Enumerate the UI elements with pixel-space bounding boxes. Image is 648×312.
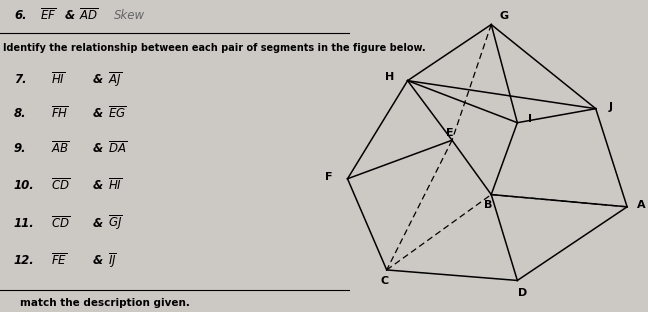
Text: &: & xyxy=(93,107,103,120)
Text: H: H xyxy=(385,72,394,82)
Text: C: C xyxy=(380,276,388,286)
Text: I: I xyxy=(528,114,533,124)
Text: A: A xyxy=(638,200,646,210)
Text: J: J xyxy=(608,102,612,112)
Text: F: F xyxy=(325,172,333,182)
Text: $\overline{\mathit{IJ}}$: $\overline{\mathit{IJ}}$ xyxy=(108,251,117,270)
Text: &: & xyxy=(65,9,75,22)
Text: 6.: 6. xyxy=(14,9,27,22)
Text: Identify the relationship between each pair of segments in the figure below.: Identify the relationship between each p… xyxy=(3,43,426,53)
Text: 12.: 12. xyxy=(14,254,35,267)
Text: B: B xyxy=(485,200,492,210)
Text: 11.: 11. xyxy=(14,217,35,230)
Text: $\overline{\mathit{GJ}}$: $\overline{\mathit{GJ}}$ xyxy=(108,214,123,232)
Text: Skew: Skew xyxy=(114,9,145,22)
Text: &: & xyxy=(93,179,103,192)
Text: $\overline{\mathit{AD}}$: $\overline{\mathit{AD}}$ xyxy=(79,8,98,23)
Text: $\overline{\mathit{EF}}$: $\overline{\mathit{EF}}$ xyxy=(40,8,56,23)
Text: G: G xyxy=(500,11,509,21)
Text: &: & xyxy=(93,217,103,230)
Text: &: & xyxy=(93,73,103,86)
Text: 7.: 7. xyxy=(14,73,27,86)
Text: $\overline{\mathit{AJ}}$: $\overline{\mathit{AJ}}$ xyxy=(108,70,122,89)
Text: D: D xyxy=(518,288,527,298)
Text: 10.: 10. xyxy=(14,179,35,192)
Text: &: & xyxy=(93,142,103,155)
Text: $\overline{\mathit{FH}}$: $\overline{\mathit{FH}}$ xyxy=(51,106,68,122)
Text: 9.: 9. xyxy=(14,142,27,155)
Text: $\overline{\mathit{CD}}$: $\overline{\mathit{CD}}$ xyxy=(51,178,70,193)
Text: $\overline{\mathit{EG}}$: $\overline{\mathit{EG}}$ xyxy=(108,106,127,122)
Text: $\overline{\mathit{AB}}$: $\overline{\mathit{AB}}$ xyxy=(51,140,69,156)
Text: $\overline{\mathit{HI}}$: $\overline{\mathit{HI}}$ xyxy=(108,178,122,193)
Text: $\overline{\mathit{HI}}$: $\overline{\mathit{HI}}$ xyxy=(51,72,65,87)
Text: &: & xyxy=(93,254,103,267)
Text: $\overline{\mathit{CD}}$: $\overline{\mathit{CD}}$ xyxy=(51,215,70,231)
Text: E: E xyxy=(446,128,453,138)
Text: $\overline{\mathit{DA}}$: $\overline{\mathit{DA}}$ xyxy=(108,140,128,156)
Text: 8.: 8. xyxy=(14,107,27,120)
Text: match the description given.: match the description given. xyxy=(20,298,190,308)
Text: $\overline{\mathit{FE}}$: $\overline{\mathit{FE}}$ xyxy=(51,253,67,268)
